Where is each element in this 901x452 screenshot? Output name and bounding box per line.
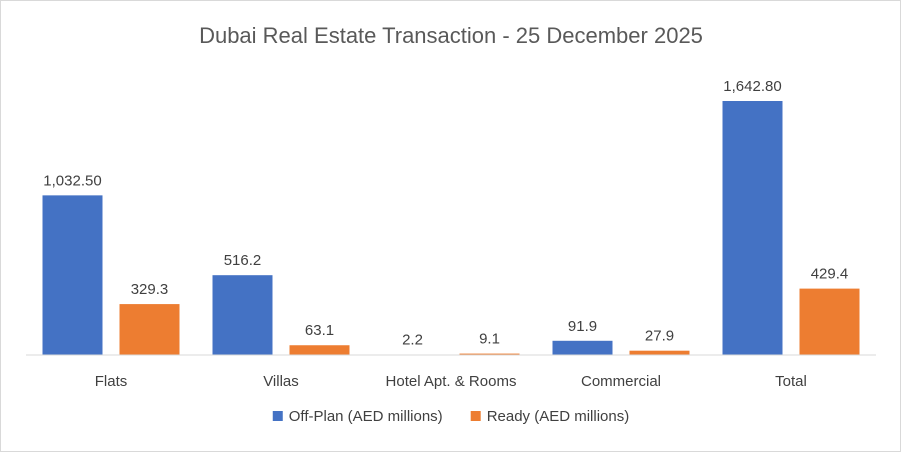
data-label-off-plan-3: 91.9 bbox=[568, 318, 597, 335]
category-labels: Flats Villas Hotel Apt. & Rooms Commercial T… bbox=[95, 373, 807, 390]
bar-ready-0 bbox=[119, 304, 180, 355]
data-label-ready-0: 329.3 bbox=[131, 281, 169, 298]
legend-swatch-1 bbox=[470, 411, 481, 421]
data-label-off-plan-0: 1,032.50 bbox=[43, 172, 101, 189]
bar-ready-2 bbox=[459, 353, 520, 355]
bars-group: 1,032.50 329.3 516.2 63.1 2.2 9.1 91.9 27.9 1,64… bbox=[42, 78, 860, 355]
bar-ready-4 bbox=[799, 288, 860, 355]
data-label-ready-1: 63.1 bbox=[305, 322, 334, 339]
legend-label-1: Ready (AED millions) bbox=[487, 408, 630, 425]
category-label-0: Flats bbox=[95, 373, 128, 390]
bar-off-plan-1 bbox=[212, 275, 273, 355]
chart-title: Dubai Real Estate Transaction - 25 Decem… bbox=[199, 23, 703, 48]
category-label-2: Hotel Apt. & Rooms bbox=[386, 373, 517, 390]
legend-swatch-0 bbox=[272, 411, 283, 421]
category-label-4: Total bbox=[775, 373, 807, 390]
category-label-1: Villas bbox=[263, 373, 299, 390]
legend: Off-Plan (AED millions) Ready (AED millio… bbox=[272, 408, 630, 425]
legend-label-0: Off-Plan (AED millions) bbox=[289, 408, 443, 425]
data-label-ready-3: 27.9 bbox=[645, 328, 674, 345]
bar-off-plan-4 bbox=[722, 101, 783, 355]
bar-off-plan-0 bbox=[42, 195, 103, 355]
data-label-ready-4: 429.4 bbox=[811, 266, 849, 283]
bar-ready-3 bbox=[629, 350, 690, 355]
data-label-off-plan-1: 516.2 bbox=[224, 252, 262, 269]
bar-off-plan-3 bbox=[552, 340, 613, 355]
data-label-off-plan-2: 2.2 bbox=[402, 332, 423, 349]
data-label-ready-2: 9.1 bbox=[479, 331, 500, 348]
bar-ready-1 bbox=[289, 345, 350, 355]
data-label-off-plan-4: 1,642.80 bbox=[723, 78, 781, 95]
category-label-3: Commercial bbox=[581, 373, 661, 390]
